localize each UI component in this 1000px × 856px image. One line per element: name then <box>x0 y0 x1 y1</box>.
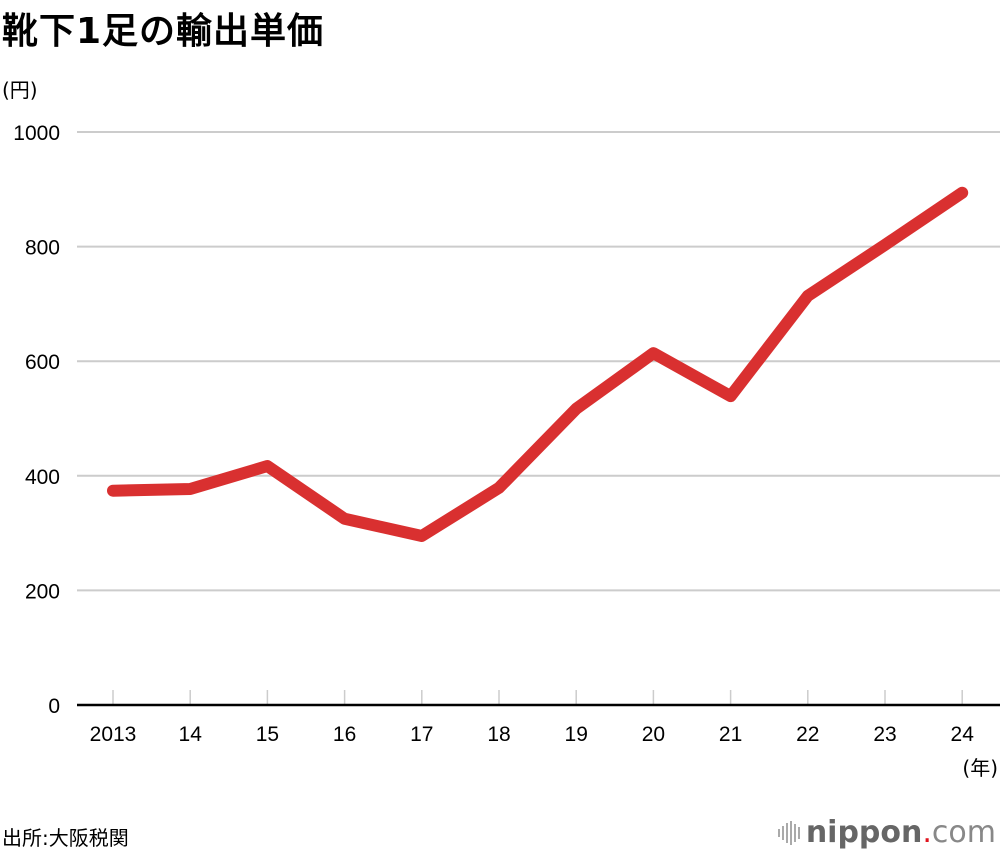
y-tick-label: 600 <box>25 351 60 374</box>
logo-name: nippon <box>805 815 923 850</box>
y-tick-label: 200 <box>25 580 60 603</box>
logo-tld: com <box>931 815 996 850</box>
x-tick-label: 23 <box>873 723 896 746</box>
chart-title: 靴下1足の輸出単価 <box>2 11 325 52</box>
x-tick-label: 17 <box>410 723 433 746</box>
x-tick-label: 22 <box>796 723 819 746</box>
x-tick-label: 24 <box>951 723 975 746</box>
x-tick-label: 14 <box>179 723 203 746</box>
y-axis-unit: (円) <box>2 78 38 102</box>
x-tick-label: 19 <box>565 723 588 746</box>
x-tick-label: 15 <box>256 723 279 746</box>
y-tick-label: 800 <box>25 237 60 260</box>
y-tick-label: 0 <box>48 695 60 718</box>
logo-sound-icon <box>777 820 800 845</box>
logo-dot: . <box>922 815 932 850</box>
y-tick-label: 1000 <box>13 122 60 145</box>
x-tick-label: 20 <box>642 723 665 746</box>
x-tick-label: 21 <box>719 723 742 746</box>
x-axis-unit: (年) <box>962 756 998 780</box>
y-tick-label: 400 <box>25 466 60 489</box>
nippon-logo: nippon.com <box>777 815 996 850</box>
x-tick-label: 2013 <box>90 723 137 746</box>
x-tick-label: 18 <box>487 723 510 746</box>
source-note: 出所:大阪税関 <box>2 826 129 850</box>
data-line <box>107 186 969 542</box>
x-tick-label: 16 <box>333 723 356 746</box>
